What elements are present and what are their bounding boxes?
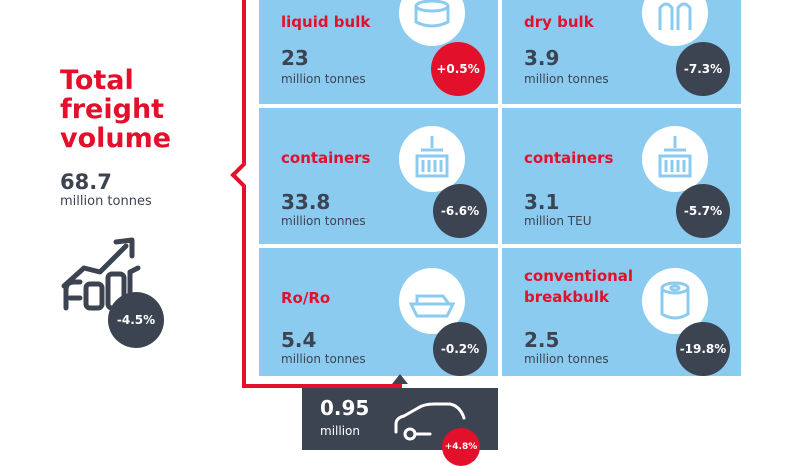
cars-box-pointer [392,374,408,384]
growth-chart-icon [61,237,141,311]
cell-label: containers [524,149,614,167]
silo-icon [642,0,708,46]
bracket-line [242,0,246,388]
total-title-line1: Total [60,65,134,96]
cell-unit: million tonnes [281,214,366,228]
cell-conventional-breakbulk: conventional breakbulk 2.5 million tonne… [502,248,741,376]
cell-label: Ro/Ro [281,289,331,307]
cell-label-line2: breakbulk [524,288,609,306]
total-title-line2: freight [60,94,165,125]
cell-unit: million tonnes [281,72,366,86]
container-crane-icon [399,126,465,192]
cell-value: 2.5 [524,328,560,352]
cell-value: 3.9 [524,46,560,70]
change-badge: -19.8% [676,322,730,376]
change-badge: -5.7% [676,184,730,238]
cell-label: dry bulk [524,13,594,31]
cell-unit: million TEU [524,214,592,228]
change-badge: -7.3% [676,42,730,96]
total-change-badge: -4.5% [108,292,164,348]
total-value: 68.7 [60,170,112,194]
cell-dry-bulk: dry bulk 3.9 million tonnes -7.3% [502,0,741,104]
cars-change-badge: +4.8% [442,428,480,466]
cell-value: 5.4 [281,328,317,352]
tank-icon [399,0,465,46]
cell-roro: Ro/Ro 5.4 million tonnes -0.2% [259,248,498,376]
change-badge: +0.5% [431,42,485,96]
cell-value: 3.1 [524,190,560,214]
container-crane-icon [642,126,708,192]
total-title-line3: volume [60,123,172,154]
cell-liquid-bulk: liquid bulk 23 million tonnes +0.5% [259,0,498,104]
cars-unit: million [320,424,360,438]
cell-containers-teu: containers 3.1 million TEU -5.7% [502,108,741,244]
bracket-base [242,384,402,388]
cell-label: containers [281,149,371,167]
cell-label-line1: conventional [524,267,634,285]
paper-roll-icon [642,268,708,334]
cars-value: 0.95 [320,396,370,420]
change-badge: -0.2% [433,322,487,376]
cargo-grid: liquid bulk 23 million tonnes +0.5% dry … [259,0,741,376]
change-badge: -6.6% [433,184,487,238]
cell-unit: million tonnes [524,352,609,366]
car-icon [394,402,466,441]
total-unit: million tonnes [60,194,152,209]
cell-value: 33.8 [281,190,331,214]
cell-unit: million tonnes [524,72,609,86]
cell-label: conventional breakbulk [524,266,633,308]
bracket-pointer [230,162,256,188]
cell-containers-tonnes: containers 33.8 million tonnes -6.6% [259,108,498,244]
cell-label: liquid bulk [281,13,371,31]
cell-value: 23 [281,46,309,70]
total-freight-title: Total freight volume [60,66,240,153]
cell-unit: million tonnes [281,352,366,366]
